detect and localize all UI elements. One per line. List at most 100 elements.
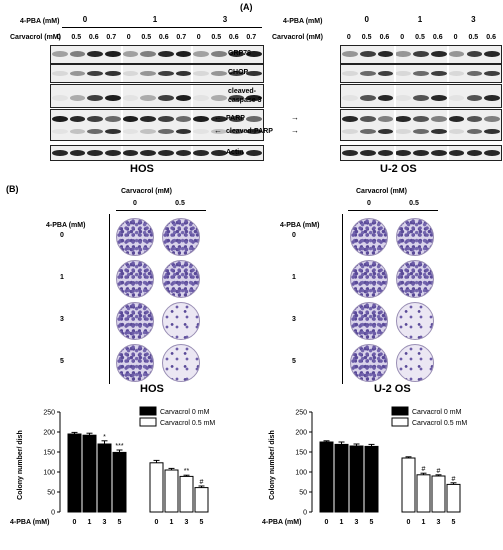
u2os-xtick-s1-c3: 5 [452,519,456,526]
u2os-dish-1-1 [396,260,434,298]
hos-ytick-label-2: 100 [43,470,55,477]
u2os-dish-1-0 [350,260,388,298]
u2os-bar-s0-c3 [364,445,379,513]
u2os-plate-row-label-3: 5 [292,358,296,365]
u2os-annot-s1-c1: # [422,466,426,473]
hos-xtick-s0-c3: 5 [118,519,122,526]
u2os-plate-side-line [342,214,343,384]
u2os-pba-group-0: 0 [364,15,369,24]
hos-dose-8: 0 [196,34,201,41]
u2os-plate-title: U-2 OS [374,383,411,395]
hos-dish-3-1 [162,344,200,382]
hos-legend-swatch-1 [139,417,157,427]
hos-bar-s1-c0 [149,462,164,513]
u2os-bar-s0-c1 [334,443,349,513]
hos-bar-s1-c3 [194,487,209,513]
hos-grp78-blot [50,45,264,64]
u2os-dish-2-1 [396,302,434,340]
hos-dish-1-1 [162,260,200,298]
parp-arrow-left: ← [214,113,222,122]
u2os-dose-1: 0.5 [361,34,372,41]
cleaved-parp-arrow-right: → [291,126,299,135]
hos-caspase3-blot [50,84,264,108]
hos-xtick-s1-c2: 3 [185,519,189,526]
u2os-pba-group-2: 3 [471,15,476,24]
u2os-dish-3-1 [396,344,434,382]
hos-ytick-label-0: 0 [51,510,55,517]
hos-parp-label: PARP [226,115,245,122]
hos-annot-s1-c3: # [200,479,204,486]
u2os-legend-swatch-1 [391,417,409,427]
u2os-caspase3-blot [340,84,502,108]
hos-cleaved-caspase3-label-1: cleaved- [228,88,257,95]
u2os-annot-s1-c2: # [437,468,441,475]
u2os-plate-header-line [348,210,438,211]
hos-pba-label: 4-PBA (mM) [20,18,60,25]
hos-plate-carvacrol-label: Carvacrol (mM) [121,188,172,195]
hos-bar-s0-c1 [82,434,97,513]
u2os-ytick-label-2: 100 [295,470,307,477]
u2os-grp78-blot [340,45,502,64]
hos-plate-row-label-0: 0 [60,232,64,239]
hos-actin-blot [50,145,264,161]
u2os-dose-5: 0.6 [432,34,443,41]
u2os-bar-s1-c1 [416,474,431,513]
hos-blot-title: HOS [130,163,154,175]
u2os-legend-swatch-0 [391,406,409,416]
u2os-bar-s1-c0 [401,457,416,513]
hos-dose-1: 0.5 [71,34,82,41]
hos-plate-row-label-1: 1 [60,274,64,281]
u2os-xtick-s0-c2: 3 [355,519,359,526]
hos-chop-label: CHOP [228,69,249,76]
u2os-bar-s0-c2 [349,445,364,513]
hos-plate-col-1: 0.5 [175,200,185,207]
hos-xtick-s1-c1: 1 [170,519,174,526]
u2os-xtick-s0-c3: 5 [370,519,374,526]
u2os-bar-s0-c0 [319,441,334,513]
hos-pba-group-1: 1 [152,15,158,24]
u2os-parp-blot [340,109,502,141]
hos-legend-label-1: Carvacrol 0.5 mM [160,420,215,427]
parp-arrow-right: → [291,113,299,122]
u2os-ytick-label-5: 250 [295,410,307,417]
hos-plate-row-label-2: 3 [60,316,64,323]
hos-group-underline [62,27,262,28]
hos-ytick-label-5: 250 [43,410,55,417]
u2os-pba-label: 4-PBA (mM) [283,18,323,25]
hos-bar-s1-c2 [179,475,194,513]
u2os-legend-label-1: Carvacrol 0.5 mM [412,420,467,427]
hos-legend-swatch-0 [139,406,157,416]
u2os-plate-col-1: 0.5 [409,200,419,207]
u2os-xlabel: 4-PBA (mM) [262,519,301,526]
hos-dish-2-1 [162,302,200,340]
u2os-dose-0: 0 [346,34,351,41]
hos-dose-3: 0.7 [106,34,117,41]
u2os-plate-col-0: 0 [367,200,371,207]
hos-dish-1-0 [116,260,154,298]
hos-dish-0-0 [116,218,154,256]
u2os-bar-s1-c2 [431,475,446,513]
hos-dose-2: 0.6 [88,34,99,41]
u2os-plate-row-label-2: 3 [292,316,296,323]
hos-dose-9: 0.5 [211,34,222,41]
panel-a-label: (A) [240,2,253,12]
u2os-ytick-label-1: 50 [299,490,307,497]
u2os-dose-2: 0.6 [379,34,390,41]
hos-dose-5: 0.5 [141,34,152,41]
hos-chop-blot [50,64,264,83]
hos-ylabel: Colony number/ dish [17,430,24,500]
hos-cleaved-parp-label: cleaved-PARP [226,128,273,135]
hos-plate-pba-label: 4-PBA (mM) [46,222,86,229]
u2os-xtick-s0-c0: 0 [325,519,329,526]
hos-ytick-label-3: 150 [43,450,55,457]
u2os-actin-blot [340,145,502,161]
hos-bar-s0-c2 [97,443,112,513]
hos-xtick-s0-c2: 3 [103,519,107,526]
u2os-pba-group-1: 1 [417,15,423,24]
u2os-blot-title: U-2 OS [380,163,417,175]
hos-plate-title: HOS [140,383,164,395]
panel-b-label: (B) [6,184,19,194]
u2os-plate-row-label-1: 1 [292,274,296,281]
hos-bar-s1-c1 [164,469,179,513]
hos-dose-7: 0.7 [176,34,187,41]
